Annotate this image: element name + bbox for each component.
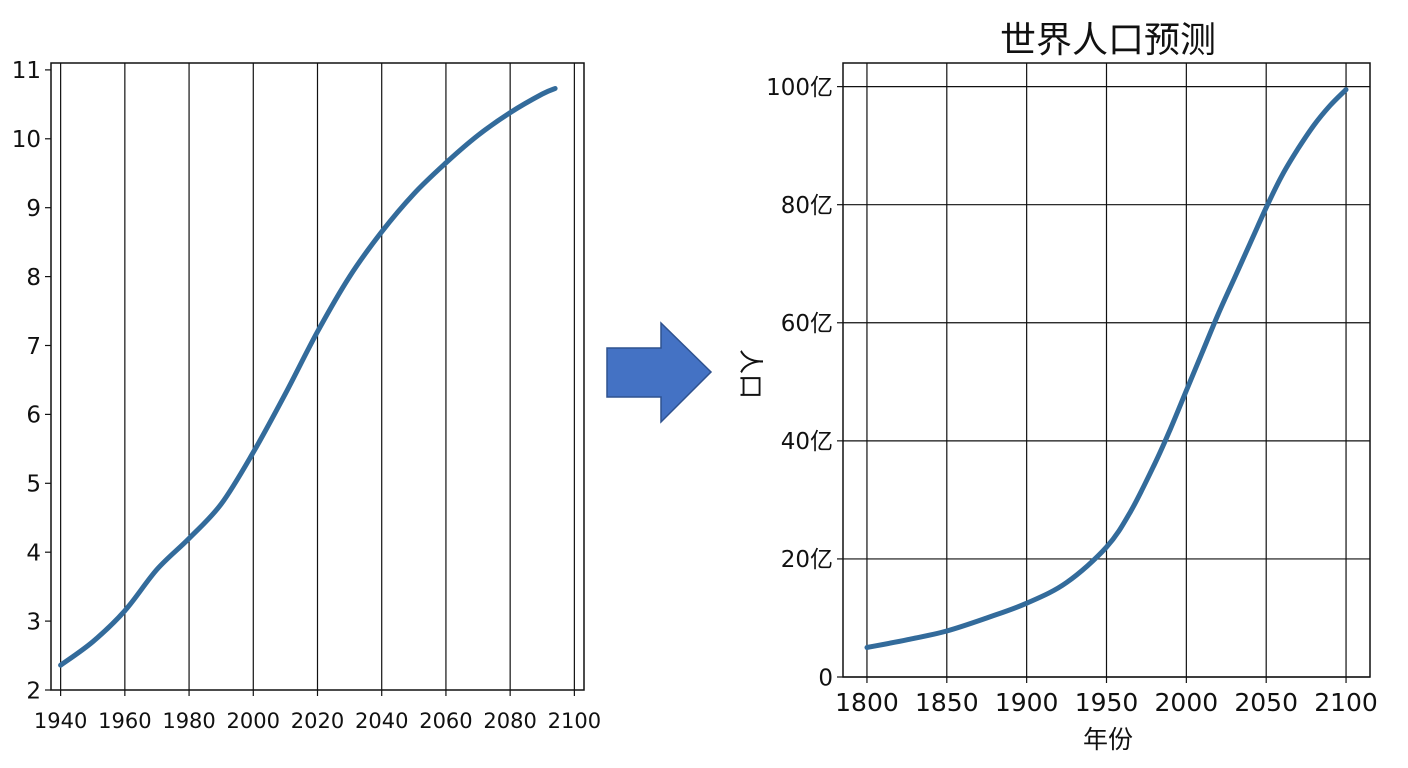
y-tick-label: 40亿 bbox=[781, 429, 833, 455]
x-tick-label: 2060 bbox=[419, 709, 472, 733]
x-tick-label: 2000 bbox=[1155, 688, 1219, 717]
x-tick-label: 1950 bbox=[1075, 688, 1139, 717]
population-series-line bbox=[864, 87, 1349, 650]
y-tick-label: 100亿 bbox=[766, 75, 833, 101]
right-x-axis-label: 年份 bbox=[1083, 725, 1133, 754]
x-tick-label: 2000 bbox=[227, 709, 280, 733]
arrow-icon bbox=[606, 321, 713, 424]
y-tick-label: 20亿 bbox=[781, 547, 833, 573]
x-tick-label: 1900 bbox=[995, 688, 1059, 717]
right-y-axis-label: 人口 bbox=[736, 349, 765, 399]
y-tick-label: 10 bbox=[12, 127, 41, 153]
x-tick-label: 2040 bbox=[355, 709, 408, 733]
x-tick-label: 2020 bbox=[291, 709, 344, 733]
x-tick-label: 1980 bbox=[162, 709, 215, 733]
y-tick-label: 7 bbox=[26, 334, 41, 360]
y-tick-label: 0 bbox=[818, 665, 833, 691]
y-tick-label: 9 bbox=[26, 196, 41, 222]
y-tick-label: 60亿 bbox=[781, 311, 833, 337]
y-tick-label: 5 bbox=[26, 472, 41, 498]
y-tick-label: 3 bbox=[26, 609, 41, 635]
y-tick-label: 6 bbox=[26, 403, 41, 429]
right-chart-title: 世界人口预测 bbox=[1000, 20, 1216, 61]
x-tick-label: 1940 bbox=[34, 709, 87, 733]
x-tick-label: 2100 bbox=[548, 709, 601, 733]
x-tick-label: 1960 bbox=[98, 709, 151, 733]
y-tick-label: 11 bbox=[12, 58, 41, 84]
x-tick-label: 2080 bbox=[483, 709, 536, 733]
population-series-line bbox=[58, 86, 558, 668]
y-tick-label: 8 bbox=[26, 265, 41, 291]
y-tick-label: 2 bbox=[26, 678, 41, 704]
left-chart: 1940 1960 1980 2000 2020 2040 2060 2080 2100 2 3 4 5… bbox=[12, 58, 601, 733]
x-tick-label: 1800 bbox=[835, 688, 899, 717]
x-tick-label: 2050 bbox=[1234, 688, 1298, 717]
y-tick-label: 4 bbox=[26, 540, 41, 566]
x-tick-label: 2100 bbox=[1314, 688, 1378, 717]
x-tick-label: 1850 bbox=[915, 688, 979, 717]
y-tick-label: 80亿 bbox=[781, 193, 833, 219]
right-chart: 1800 1850 1900 1950 2000 2050 2100 0 20亿 40亿 60亿 80… bbox=[736, 20, 1378, 754]
